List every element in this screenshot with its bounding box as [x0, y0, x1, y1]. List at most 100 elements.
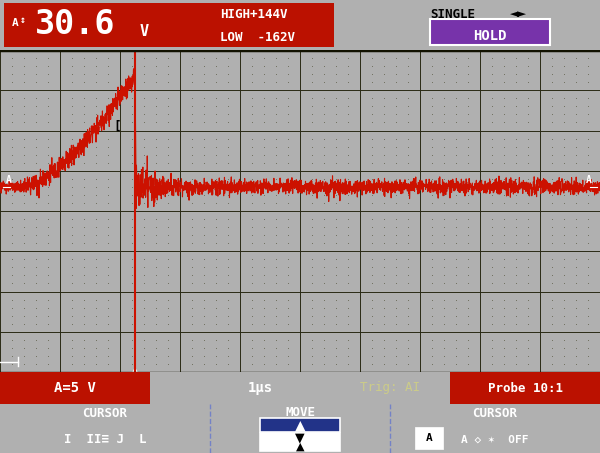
Point	[271, 159, 281, 166]
Point	[367, 360, 377, 367]
Point	[103, 95, 113, 102]
Point	[559, 111, 569, 118]
Point	[199, 280, 209, 287]
Point	[427, 264, 437, 271]
Point	[187, 264, 197, 271]
Point	[259, 223, 269, 231]
Point	[307, 71, 317, 78]
Point	[91, 175, 101, 183]
Point	[511, 264, 521, 271]
Point	[379, 71, 389, 78]
Point	[199, 336, 209, 343]
Point	[523, 320, 533, 328]
Point	[391, 231, 401, 239]
Point	[139, 78, 149, 86]
Point	[163, 336, 173, 343]
Point	[139, 296, 149, 303]
Point	[19, 135, 29, 142]
Point	[199, 95, 209, 102]
Point	[7, 223, 17, 231]
Point	[583, 71, 593, 78]
Point	[7, 199, 17, 207]
Text: Probe 10:1: Probe 10:1	[487, 381, 563, 395]
Point	[43, 352, 53, 360]
Point	[523, 272, 533, 279]
Point	[211, 231, 221, 239]
Point	[19, 78, 29, 86]
Point	[43, 199, 53, 207]
Point	[487, 344, 497, 352]
Point	[319, 119, 329, 126]
Point	[103, 280, 113, 287]
Text: ↕: ↕	[20, 15, 26, 25]
Text: A: A	[12, 18, 19, 28]
Point	[403, 296, 413, 303]
Point	[127, 280, 137, 287]
Point	[403, 54, 413, 62]
Point	[163, 119, 173, 126]
Point	[199, 360, 209, 367]
Point	[151, 175, 161, 183]
Point	[163, 159, 173, 166]
Point	[427, 352, 437, 360]
Point	[139, 191, 149, 198]
Point	[559, 199, 569, 207]
Point	[43, 175, 53, 183]
Point	[103, 175, 113, 183]
Point	[427, 223, 437, 231]
Point	[307, 272, 317, 279]
Point	[487, 103, 497, 110]
Point	[91, 280, 101, 287]
Point	[67, 175, 77, 183]
Point	[79, 95, 89, 102]
Point	[211, 63, 221, 70]
Point	[7, 151, 17, 158]
Point	[583, 264, 593, 271]
Point	[7, 119, 17, 126]
Point	[31, 280, 41, 287]
Point	[319, 360, 329, 367]
Point	[523, 71, 533, 78]
Point	[343, 320, 353, 328]
Point	[31, 320, 41, 328]
Point	[43, 78, 53, 86]
Point	[127, 296, 137, 303]
Point	[259, 95, 269, 102]
Point	[523, 143, 533, 150]
Point	[559, 352, 569, 360]
Point	[331, 143, 341, 150]
Point	[127, 272, 137, 279]
Point	[547, 54, 557, 62]
Point	[127, 135, 137, 142]
Point	[379, 95, 389, 102]
Point	[391, 151, 401, 158]
Point	[67, 231, 77, 239]
Point	[319, 264, 329, 271]
Point	[571, 183, 581, 190]
Point	[187, 111, 197, 118]
Point	[511, 231, 521, 239]
Point	[163, 272, 173, 279]
Point	[151, 103, 161, 110]
Point	[151, 344, 161, 352]
Point	[67, 312, 77, 319]
Point	[559, 191, 569, 198]
Point	[439, 296, 449, 303]
Point	[499, 78, 509, 86]
Point	[199, 143, 209, 150]
Point	[439, 360, 449, 367]
Point	[19, 344, 29, 352]
Point	[223, 352, 233, 360]
Point	[7, 143, 17, 150]
Point	[223, 151, 233, 158]
Point	[103, 111, 113, 118]
Point	[139, 255, 149, 263]
Point	[307, 255, 317, 263]
Point	[559, 151, 569, 158]
Point	[343, 159, 353, 166]
Point	[379, 119, 389, 126]
Point	[79, 71, 89, 78]
Point	[139, 272, 149, 279]
Point	[547, 280, 557, 287]
Point	[487, 111, 497, 118]
